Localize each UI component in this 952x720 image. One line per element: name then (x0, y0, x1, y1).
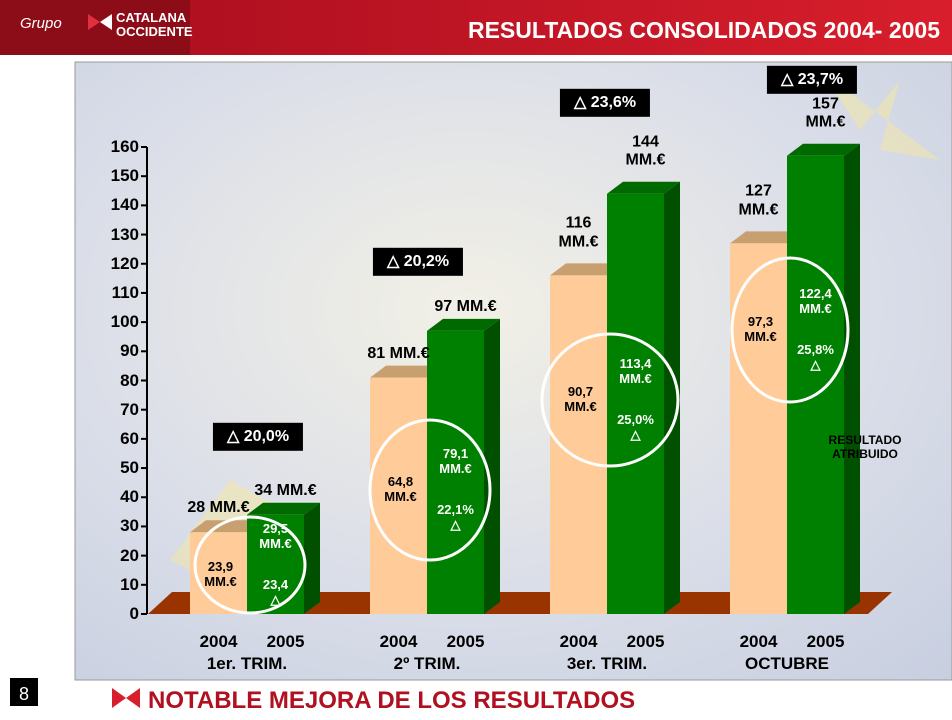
growth-label: △ 23,7% (766, 65, 858, 95)
header-bar (190, 0, 952, 55)
logo-prefix: Grupo (20, 15, 62, 32)
value-label: 81 MM.€ (367, 344, 430, 362)
bar (427, 330, 484, 614)
bar-top (607, 181, 680, 194)
y-tick-label: 160 (110, 137, 139, 156)
x-sub-label: 2004 (559, 632, 598, 652)
x-tick-label: 3er. TRIM. (566, 654, 648, 674)
logo-name: OCCIDENTE (116, 24, 193, 39)
value-label: 144 MM.€ (625, 133, 666, 169)
x-sub-label: 2005 (806, 632, 845, 652)
logo-icon (88, 14, 100, 30)
x-sub-label: 2004 (739, 632, 778, 652)
footer-icon (126, 688, 140, 708)
attributed-title: RESULTADO ATRIBUIDO (828, 433, 902, 461)
bar-side (844, 143, 860, 614)
x-sub-label: 2004 (379, 632, 418, 652)
y-tick-label: 60 (120, 428, 139, 448)
attributed-growth: 25,0% △ (617, 412, 654, 442)
value-label: 28 MM.€ (187, 499, 250, 517)
highlight-circle (540, 332, 680, 468)
bar (787, 155, 844, 614)
value-label: 97 MM.€ (434, 297, 497, 315)
y-tick-label: 50 (120, 458, 139, 478)
bar-side (664, 181, 680, 614)
y-tick-label: 100 (110, 312, 139, 332)
growth-label: △ 20,0% (212, 422, 304, 452)
y-tick-label: 0 (129, 604, 139, 623)
attributed-growth: 22,1% △ (437, 502, 474, 532)
x-sub-label: 2005 (446, 632, 485, 652)
highlight-circle (193, 515, 307, 615)
bar-side (484, 318, 500, 614)
logo-icon (100, 14, 112, 30)
x-tick-label: OCTUBRE (744, 654, 830, 674)
attributed-2005: 29,5 MM.€ (259, 521, 292, 551)
bar-top (370, 365, 443, 378)
bar (247, 514, 304, 614)
attributed-2004: 97,3 MM.€ (744, 314, 777, 344)
y-tick-label: 150 (110, 166, 139, 186)
attributed-growth: 25,8% △ (797, 342, 834, 372)
footer-icon (112, 688, 126, 708)
bar-top (247, 502, 320, 515)
x-sub-label: 2005 (266, 632, 305, 652)
value-label: 116 MM.€ (558, 215, 599, 251)
bar-top (550, 263, 623, 276)
bar (370, 377, 427, 614)
y-tick-label: 130 (110, 224, 139, 244)
highlight-circle (368, 418, 492, 562)
value-label: 157 MM.€ (805, 95, 846, 131)
attributed-2005: 79,1 MM.€ (439, 446, 472, 476)
y-tick-label: 10 (120, 574, 139, 594)
x-sub-label: 2004 (199, 632, 238, 652)
logo-name: CATALANA (116, 10, 187, 25)
growth-label: △ 20,2% (372, 247, 464, 277)
bar (730, 243, 787, 614)
y-tick-label: 40 (120, 487, 139, 507)
x-sub-label: 2005 (626, 632, 665, 652)
slide-title: RESULTADOS CONSOLIDADOS 2004- 2005 (468, 17, 940, 43)
y-tick-label: 80 (120, 370, 139, 390)
attributed-2005: 122,4 MM.€ (799, 286, 832, 316)
attributed-2004: 23,9 MM.€ (204, 559, 237, 589)
bar (607, 193, 664, 614)
attributed-2004: 90,7 MM.€ (564, 384, 597, 414)
x-tick-label: 2º TRIM. (393, 654, 461, 674)
y-tick-label: 90 (120, 341, 139, 361)
page-number: 8 (19, 684, 29, 704)
y-tick-label: 110 (111, 282, 139, 302)
attributed-growth: 23,4 △ (262, 577, 289, 607)
value-label: 127 MM.€ (738, 182, 779, 219)
value-label: 34 MM.€ (254, 481, 317, 499)
highlight-circle (730, 256, 850, 404)
bar-top (730, 231, 803, 244)
y-tick-label: 30 (120, 516, 139, 536)
bar-top (190, 520, 263, 533)
bar-top (427, 318, 500, 331)
y-tick-label: 20 (120, 545, 139, 565)
attributed-2004: 64,8 MM.€ (384, 474, 417, 504)
bar-top (787, 143, 860, 156)
y-tick-label: 120 (110, 253, 139, 273)
page-box (10, 678, 38, 706)
growth-label: △ 23,6% (559, 88, 651, 118)
footer-headline: NOTABLE MEJORA DE LOS RESULTADOS (148, 687, 635, 714)
floor (148, 592, 892, 614)
attributed-2005: 113,4 MM.€ (619, 356, 652, 386)
bar-side (304, 502, 320, 614)
y-tick-label: 70 (120, 399, 139, 419)
logo-box (0, 0, 190, 55)
x-tick-label: 1er. TRIM. (206, 654, 288, 674)
y-tick-label: 140 (110, 195, 139, 215)
